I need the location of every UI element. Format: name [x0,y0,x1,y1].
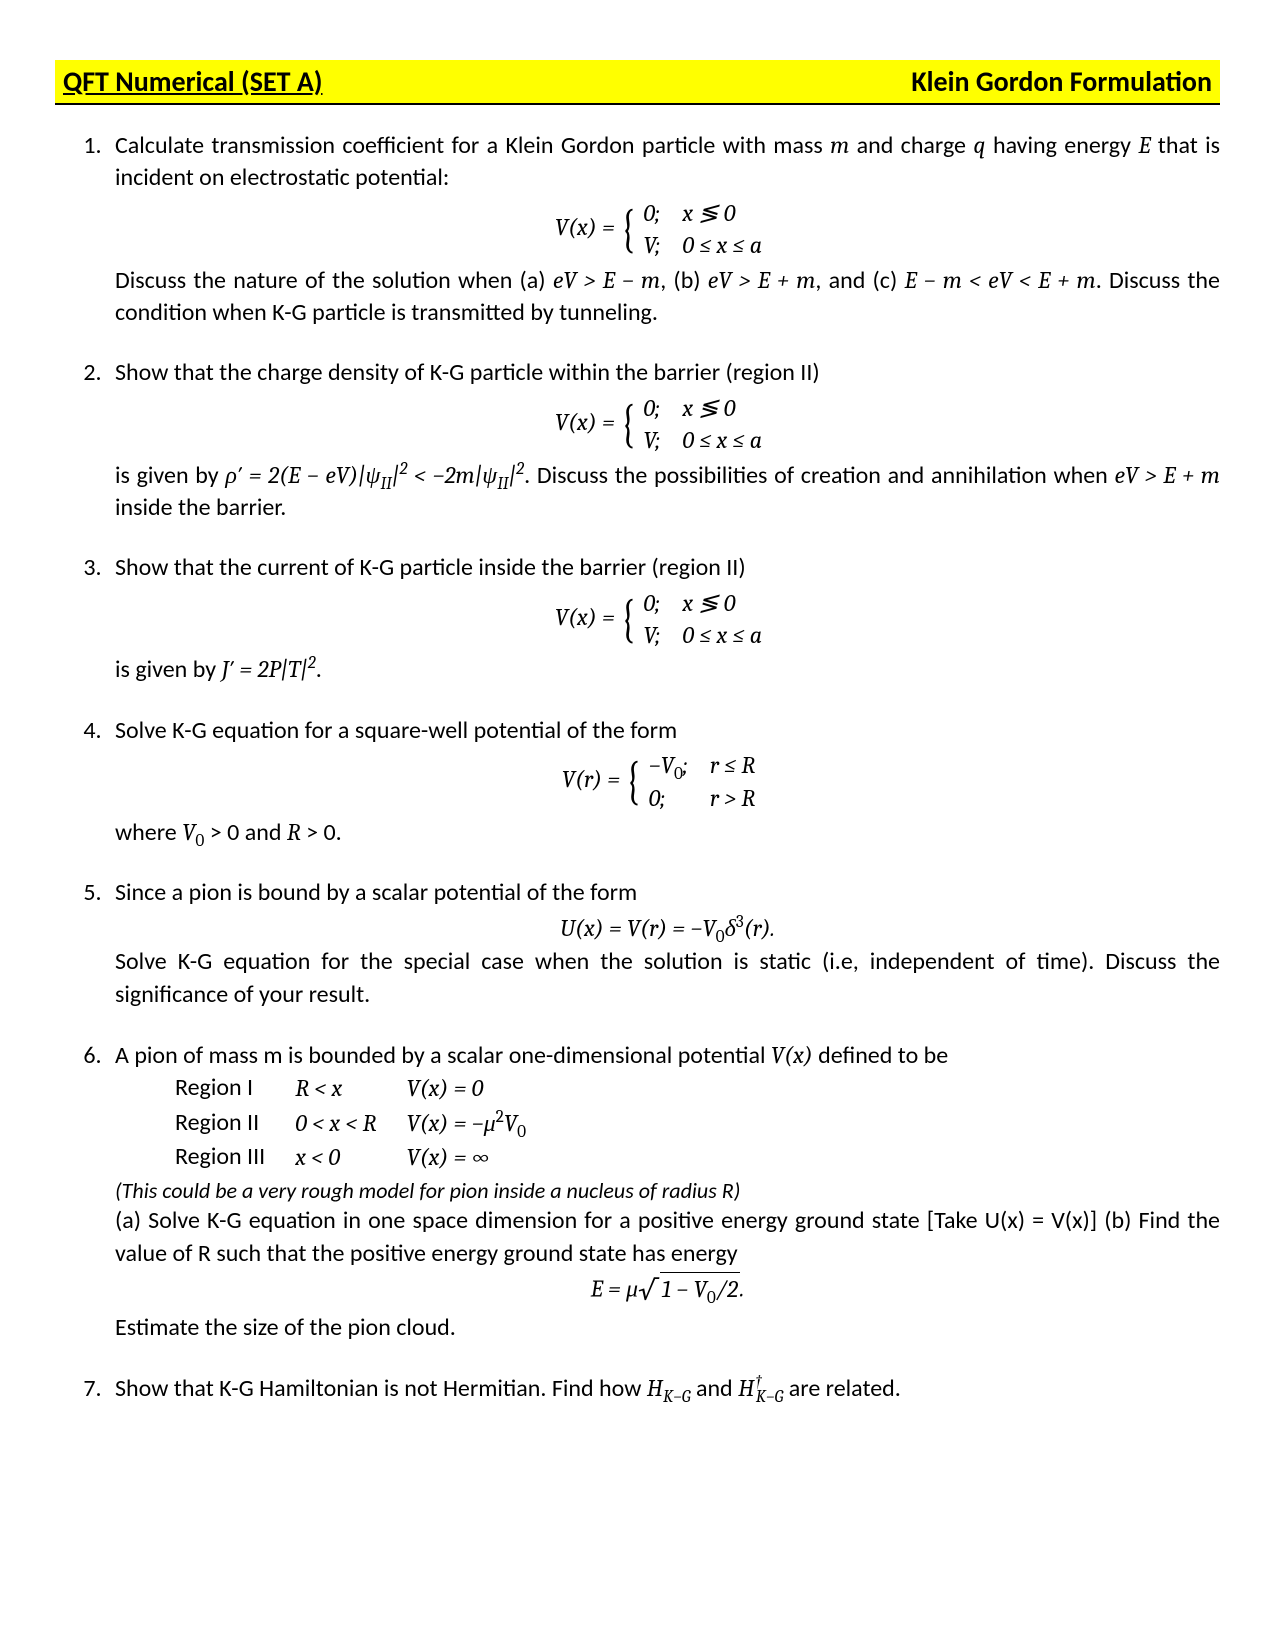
page: QFT Numerical (SET A) Klein Gordon Formu… [0,0,1275,1651]
p1-equation: V(x) = { 0;x ≶ 0 V;0 ≤ x ≤ a [115,197,1220,262]
p1-intro: Calculate transmission coefficient for a… [115,129,1220,195]
p2-intro: Show that the charge density of K-G part… [115,357,1220,389]
header-title-left: QFT Numerical (SET A) [63,64,323,99]
p1-discussion: Discuss the nature of the solution when … [115,264,1220,330]
p3-piecewise: 0;x ≶ 0 V;0 ≤ x ≤ a [639,587,780,652]
p2-piecewise: 0;x ≶ 0 V;0 ≤ x ≤ a [639,392,780,457]
problem-list: Calculate transmission coefficient for a… [55,129,1220,1406]
p3-equation: V(x) = { 0;x ≶ 0 V;0 ≤ x ≤ a [115,587,1220,652]
p6-body: (a) Solve K-G equation in one space dime… [115,1205,1220,1270]
problem-7: Show that K-G Hamiltonian is not Hermiti… [107,1372,1220,1405]
p4-equation: V(r) = { −V0;r ≤ R 0;r > R [115,749,1220,814]
p3-body: is given by J′ = 2P|T|2. [115,653,1220,686]
p3-intro: Show that the current of K-G particle in… [115,552,1220,584]
table-row: Region II 0 < x < R V(x) = −μ2V0 [175,1107,556,1141]
problem-6: A pion of mass m is bounded by a scalar … [107,1039,1220,1344]
p5-intro: Since a pion is bound by a scalar potent… [115,877,1220,909]
problem-3: Show that the current of K-G particle in… [107,552,1220,687]
p5-body: Solve K-G equation for the special case … [115,946,1220,1011]
p4-piecewise: −V0;r ≤ R 0;r > R [645,749,774,814]
header-title-right: Klein Gordon Formulation [911,64,1212,99]
p2-body: is given by ρ′ = 2(E − eV)|ψII|2 < −2m|ψ… [115,459,1220,525]
p6-equation: E = μ√1 − V0/2. [115,1272,1220,1310]
p2-equation: V(x) = { 0;x ≶ 0 V;0 ≤ x ≤ a [115,392,1220,457]
table-row: Region III x < 0 V(x) = ∞ [175,1141,556,1175]
p4-where: where V0 > 0 and R > 0. [115,816,1220,849]
header-bar: QFT Numerical (SET A) Klein Gordon Formu… [55,60,1220,105]
p5-equation: U(x) = V(r) = −V0δ3(r). [115,912,1220,944]
problem-2: Show that the charge density of K-G part… [107,357,1220,524]
p6-intro: A pion of mass m is bounded by a scalar … [115,1039,1220,1072]
p7-body: Show that K-G Hamiltonian is not Hermiti… [115,1372,1220,1405]
p6-regions-table: Region I R < x V(x) = 0 Region II 0 < x … [175,1072,556,1175]
p6-closing: Estimate the size of the pion cloud. [115,1312,1220,1344]
table-row: Region I R < x V(x) = 0 [175,1072,556,1106]
problem-4: Solve K-G equation for a square-well pot… [107,715,1220,850]
p4-intro: Solve K-G equation for a square-well pot… [115,715,1220,747]
p1-piecewise: 0;x ≶ 0 V;0 ≤ x ≤ a [639,197,780,262]
problem-1: Calculate transmission coefficient for a… [107,129,1220,329]
p6-note: (This could be a very rough model for pi… [115,1176,1220,1206]
problem-5: Since a pion is bound by a scalar potent… [107,877,1220,1011]
